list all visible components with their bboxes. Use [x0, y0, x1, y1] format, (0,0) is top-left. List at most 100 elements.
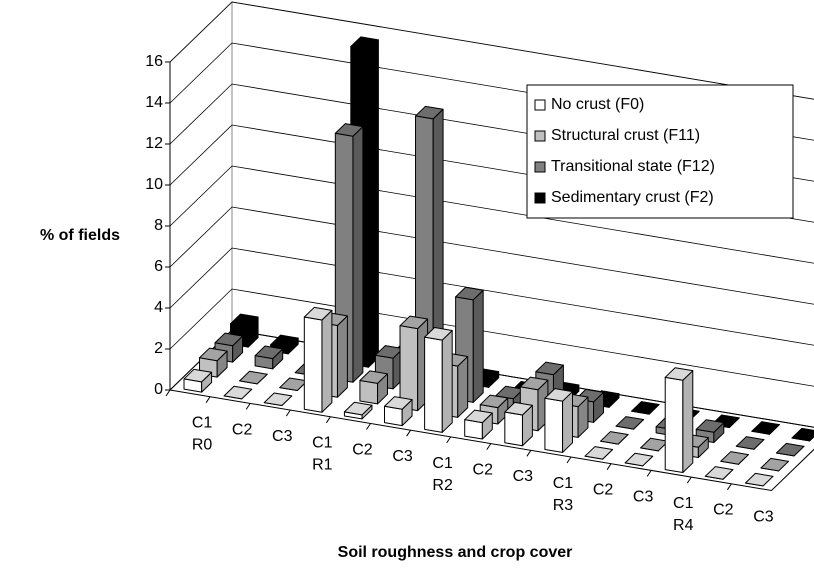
x-tick-label: C3	[392, 448, 413, 465]
grid-line	[169, 288, 814, 387]
x-tick	[726, 483, 732, 491]
y-tick-label: 12	[145, 135, 163, 152]
bar	[254, 345, 284, 370]
bar-side	[472, 289, 484, 403]
bar-top	[631, 401, 660, 415]
grid-line	[169, 1, 814, 100]
x-tick-label: C3	[633, 488, 654, 505]
bar-front	[424, 336, 443, 433]
x-axis-title: Soil roughness and crop cover	[338, 544, 573, 561]
bar-top	[479, 394, 509, 409]
x-tick-label: C3	[753, 508, 774, 525]
bar	[640, 437, 669, 452]
legend-swatch	[534, 192, 546, 204]
bar	[399, 315, 429, 412]
x-tick	[446, 436, 452, 444]
legend-label: No crust (F0)	[551, 96, 644, 113]
legend-swatch	[534, 130, 546, 142]
bar	[464, 409, 493, 440]
y-tick-label: 0	[154, 381, 163, 398]
bar-top	[664, 367, 694, 381]
bar	[279, 377, 308, 392]
bar	[343, 401, 373, 420]
x-tick-label: C2	[713, 502, 734, 519]
bar-top	[343, 401, 373, 416]
x-tick-label: C2	[473, 461, 494, 478]
legend-label: Structural crust (F11)	[551, 127, 700, 144]
bar-top	[744, 472, 774, 487]
bar-top	[544, 388, 573, 402]
bar	[384, 396, 413, 427]
y-tick-label: 16	[145, 53, 163, 70]
bar	[584, 446, 614, 460]
bar-front	[664, 376, 684, 474]
bar-side	[352, 126, 364, 383]
x-tick	[526, 450, 532, 457]
x-tick-label: C1	[432, 455, 453, 472]
bar-top	[230, 313, 259, 328]
x-tick	[606, 463, 612, 470]
x-tick	[285, 409, 291, 417]
legend-label: Sedimentary crust (F2)	[551, 189, 714, 206]
bar-front	[544, 397, 564, 453]
bar-top	[214, 332, 244, 347]
x-tick	[165, 389, 171, 397]
bar-top	[415, 105, 444, 120]
bar-top	[760, 457, 789, 472]
bar-front	[303, 316, 323, 413]
x-tick	[566, 456, 572, 464]
bar-top	[199, 347, 228, 362]
bar	[359, 370, 388, 405]
bar-top	[399, 315, 429, 330]
bar-top	[695, 419, 725, 433]
y-axis-title: % of fields	[40, 227, 120, 244]
bar	[631, 401, 660, 415]
bar-top	[735, 436, 765, 450]
x-tick	[245, 403, 251, 410]
x-tick-label: C1	[312, 435, 333, 452]
bar-top	[791, 427, 814, 442]
legend-label: Transitional state (F12)	[551, 158, 715, 175]
bar	[263, 392, 293, 407]
bar-top	[751, 421, 780, 435]
bar-top	[254, 345, 284, 360]
y-tick-label: 4	[154, 299, 163, 316]
bar-top	[239, 370, 268, 385]
x-tick-label: C3	[513, 468, 534, 485]
legend-swatch	[534, 99, 546, 111]
grid-line	[169, 247, 814, 346]
bar-side	[457, 355, 469, 418]
bar-top	[303, 306, 333, 321]
bar-top	[270, 334, 299, 349]
bar-front	[504, 411, 523, 447]
bar-side	[321, 309, 333, 413]
bar	[751, 421, 780, 435]
bar	[744, 472, 774, 487]
bar	[791, 427, 814, 442]
y-tick-label: 10	[145, 176, 163, 193]
bar-top	[775, 442, 805, 457]
bar	[760, 457, 789, 472]
bar-top	[535, 361, 564, 376]
bar-top	[359, 370, 388, 384]
group-label: R1	[312, 457, 333, 474]
bar-top	[279, 377, 308, 392]
bar	[544, 388, 573, 453]
bar-top	[600, 431, 629, 445]
bar-top	[350, 36, 379, 50]
x-tick	[325, 416, 331, 424]
group-label: R2	[432, 477, 453, 494]
bar-side	[682, 370, 694, 474]
bar	[600, 431, 629, 445]
bar	[775, 442, 805, 457]
bar-side	[367, 39, 379, 368]
bar-top	[424, 327, 453, 341]
x-tick-label: C2	[352, 441, 373, 458]
bar	[735, 436, 765, 450]
x-tick-label: C2	[593, 482, 614, 499]
x-tick	[406, 429, 412, 437]
bar-top	[504, 401, 533, 416]
bar	[624, 452, 654, 467]
legend-box	[526, 84, 794, 219]
bar-top	[464, 409, 493, 424]
